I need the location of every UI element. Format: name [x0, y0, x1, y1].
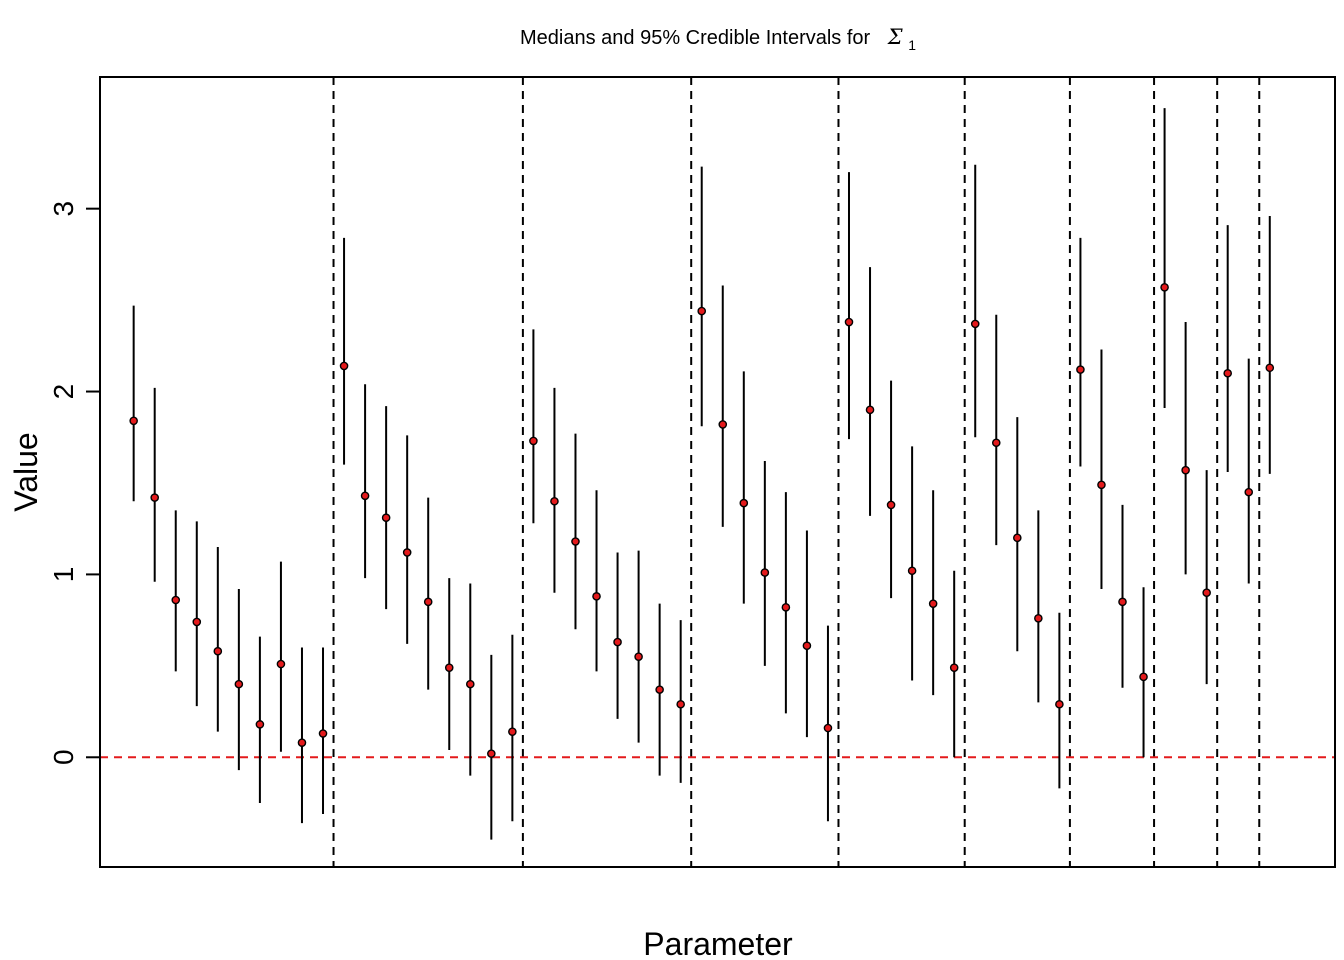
median-point [171, 595, 181, 605]
median-point [1013, 533, 1022, 543]
y-axis-label: Value [8, 432, 44, 511]
median-point [571, 537, 580, 546]
median-point [844, 317, 854, 327]
median-point [255, 720, 265, 729]
median-point [234, 679, 244, 689]
y-tick-label: 3 [48, 201, 79, 217]
median-point [465, 679, 475, 689]
median-point [381, 513, 391, 523]
median-point [423, 597, 433, 607]
median-point [1244, 487, 1254, 497]
median-points [129, 283, 1275, 758]
median-point [865, 405, 875, 415]
median-point [907, 566, 917, 576]
median-point [1097, 480, 1106, 490]
median-point [802, 641, 812, 651]
median-point [928, 599, 938, 608]
y-tick-label: 2 [48, 384, 79, 400]
median-point [781, 603, 791, 612]
median-point [1055, 699, 1064, 709]
y-tick-label: 0 [48, 749, 79, 765]
median-point [1139, 672, 1148, 682]
median-point [1202, 588, 1211, 597]
plot-area [100, 77, 1335, 867]
median-point [444, 663, 454, 672]
median-point [655, 685, 664, 694]
median-point [339, 361, 349, 371]
x-axis-label: Parameter [643, 926, 793, 960]
median-point [613, 637, 622, 647]
median-point [760, 568, 770, 577]
median-point [886, 500, 896, 510]
median-point [739, 498, 749, 508]
chart-title: Medians and 95% Credible Intervals for Σ… [520, 25, 916, 53]
median-point [634, 652, 643, 661]
median-point [150, 493, 160, 502]
median-point [991, 438, 1001, 448]
median-point [1160, 283, 1169, 292]
median-point [1265, 363, 1275, 373]
median-point [970, 319, 980, 329]
median-point [508, 727, 517, 736]
median-point [1034, 613, 1043, 623]
median-point [129, 416, 138, 426]
plot-frame [99, 76, 1336, 868]
median-point [949, 663, 959, 672]
chart-title-text: Medians and 95% Credible Intervals for [520, 27, 871, 49]
median-point [550, 496, 559, 506]
median-point [1223, 368, 1233, 378]
median-point [213, 646, 223, 656]
median-point [592, 592, 601, 601]
median-point [402, 548, 412, 557]
median-point [318, 729, 328, 738]
chart-title-symbol: Σ [887, 25, 903, 49]
y-axis: 0 1 2 3 [48, 201, 100, 765]
median-point [360, 491, 370, 501]
median-point [297, 738, 307, 747]
median-point [1181, 465, 1190, 475]
median-point [1076, 365, 1085, 374]
group-separators [332, 77, 1261, 867]
chart-title-subscript: 1 [908, 37, 916, 53]
median-point [529, 436, 538, 446]
median-point [718, 420, 728, 429]
median-point [192, 617, 202, 627]
y-tick-label: 1 [48, 567, 79, 583]
median-point [487, 749, 496, 758]
credible-intervals [132, 108, 1271, 840]
median-point [697, 306, 707, 316]
median-point [676, 699, 685, 709]
median-point [276, 659, 286, 669]
median-point [1118, 597, 1127, 607]
median-point [823, 723, 833, 733]
